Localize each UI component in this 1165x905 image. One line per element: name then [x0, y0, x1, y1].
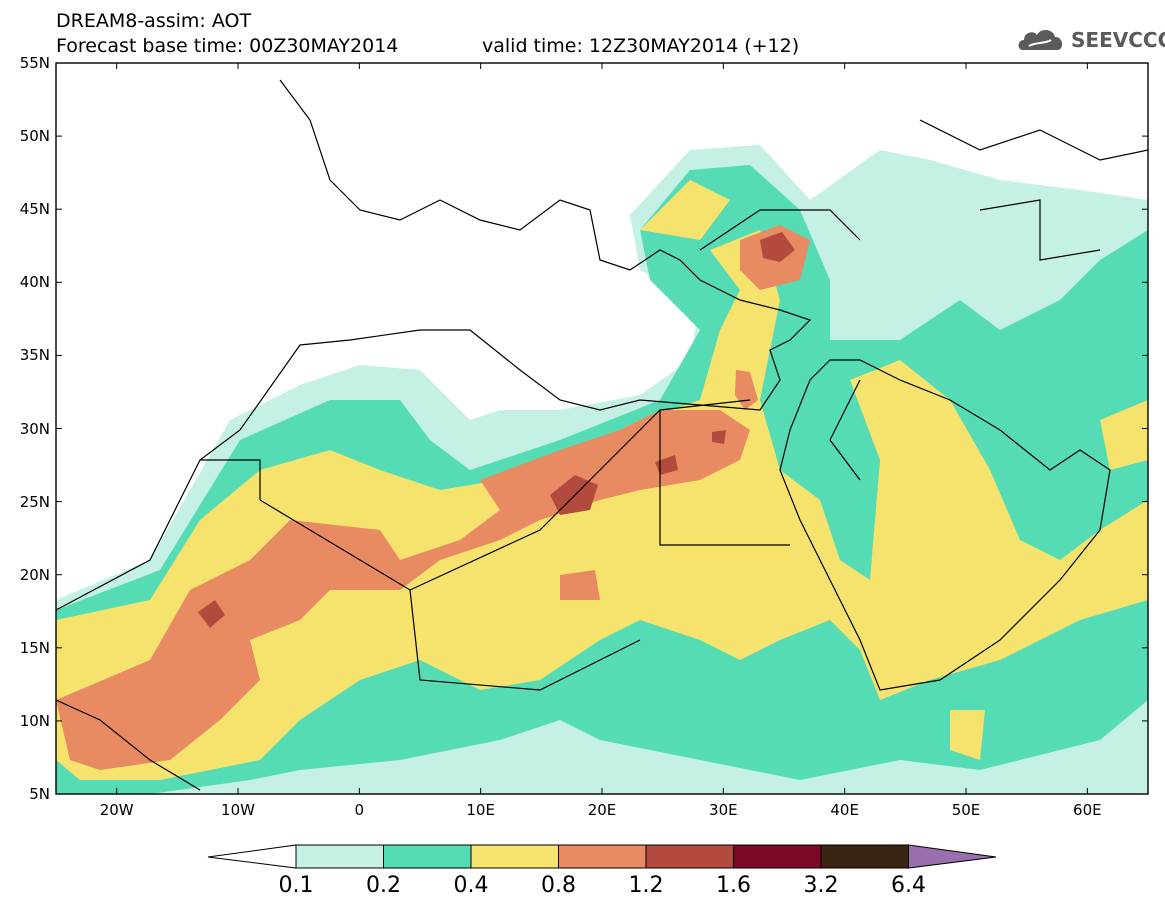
- aot-band-0.4: [640, 180, 730, 240]
- valid-time: valid time: 12Z30MAY2014 (+12): [482, 35, 800, 57]
- colorbar-label: 6.4: [891, 873, 926, 898]
- x-tick-label: 0: [354, 801, 365, 819]
- aot-band-1.2: [760, 232, 795, 262]
- aot-field: [56, 79, 1148, 794]
- x-tick-label: 20E: [587, 801, 617, 819]
- title-line-1: DREAM8-assim: AOT: [56, 10, 252, 32]
- aot-band-0.4: [56, 230, 1148, 780]
- colorbar-below-arrow: [207, 844, 297, 869]
- colorbar-box-1.2: [645, 844, 734, 869]
- logo-text: SEEVCCC: [1071, 28, 1165, 52]
- aot-band-1.2: [712, 430, 726, 444]
- colorbar: [207, 844, 997, 869]
- colorbar-label: 3.2: [803, 873, 839, 898]
- y-tick-label: 25N: [19, 492, 50, 511]
- colorbar-box-1.6: [733, 844, 822, 869]
- y-tick-label: 35N: [19, 346, 50, 365]
- colorbar-box-0.2: [383, 844, 472, 869]
- y-tick-label: 45N: [19, 200, 50, 219]
- colorbar-label: 1.6: [716, 873, 751, 898]
- aot-band-1.2: [550, 475, 598, 515]
- x-tick-label: 40E: [830, 801, 859, 819]
- y-tick-label: 40N: [19, 273, 50, 292]
- colorbar-label: 1.2: [628, 873, 664, 898]
- x-tick-label: 10E: [466, 801, 495, 819]
- title-line-2: Forecast base time: 00Z30MAY2014: [56, 35, 399, 57]
- y-tick-label: 30N: [19, 419, 50, 438]
- aot-band-0.8: [560, 570, 600, 600]
- y-tick-label: 5N: [29, 785, 50, 803]
- aot-band-0.8: [735, 370, 758, 410]
- aot-band-1.2: [198, 600, 225, 628]
- colorbar-above-arrow: [908, 844, 997, 869]
- colorbar-label: 0.8: [541, 873, 576, 898]
- x-tick-label: 30E: [709, 801, 738, 819]
- colorbar-label: 0.2: [366, 873, 401, 898]
- x-tick-label: 10W: [221, 801, 255, 819]
- y-tick-label: 15N: [19, 638, 50, 657]
- aot-band-0.4: [950, 710, 985, 760]
- cloud-icon: [1018, 29, 1063, 50]
- colorbar-label: 0.1: [278, 873, 314, 898]
- colorbar-box-3.2: [820, 844, 909, 869]
- y-tick-label: 10N: [19, 711, 50, 730]
- x-tick-label: 50E: [951, 801, 981, 819]
- colorbar-box-0.4: [470, 844, 559, 869]
- colorbar-box-0.8: [558, 844, 647, 869]
- x-tick-label: 20W: [99, 801, 134, 819]
- y-tick-label: 55N: [19, 54, 50, 72]
- colorbar-label: 0.4: [453, 873, 489, 898]
- y-tick-label: 20N: [19, 565, 50, 584]
- aot-band-1.2: [655, 455, 678, 475]
- aot-band-0.4: [1100, 400, 1148, 470]
- colorbar-box-0.1: [295, 844, 384, 869]
- coastlines: [56, 79, 1148, 791]
- x-tick-label: 60E: [1073, 801, 1102, 819]
- y-tick-label: 50N: [19, 127, 50, 146]
